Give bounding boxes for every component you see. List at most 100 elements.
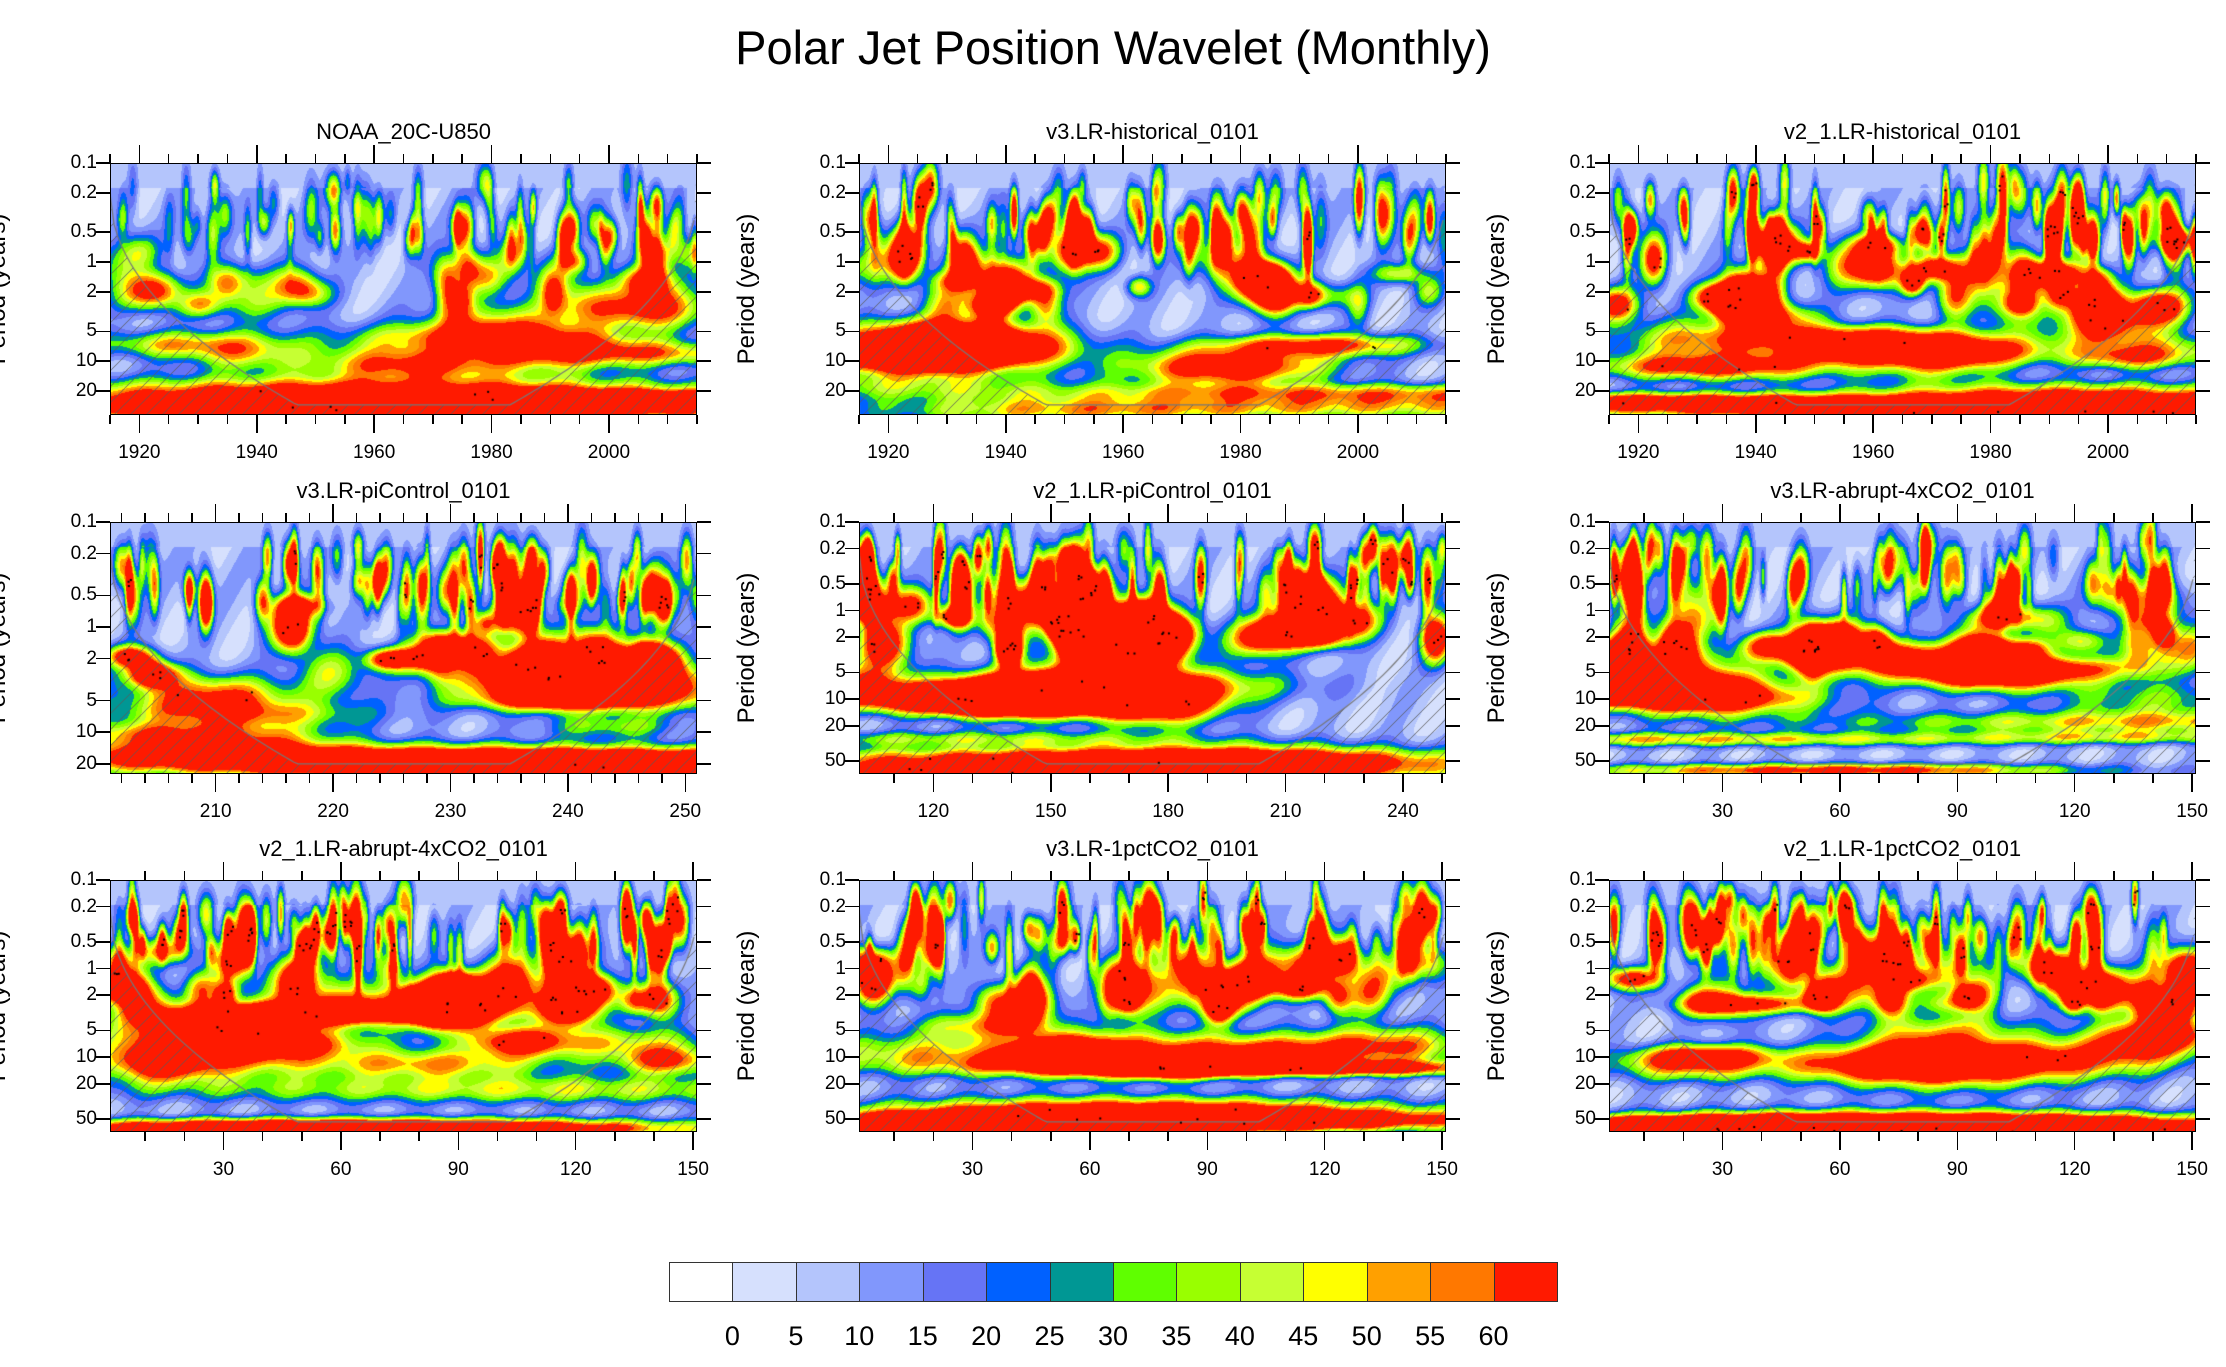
- y-axis-label: Period (years): [733, 572, 760, 724]
- y-tick-right: [697, 552, 711, 555]
- x-tick-label: 240: [552, 801, 584, 822]
- y-tick-left: [96, 763, 110, 765]
- x-tick-top: [1128, 513, 1130, 522]
- y-tick-right: [1446, 231, 1460, 233]
- x-tick-top: [567, 504, 569, 522]
- x-tick-label: 1960: [1852, 442, 1895, 463]
- x-tick-top: [1363, 513, 1365, 522]
- x-tick-bottom: [520, 774, 522, 783]
- x-tick-top: [109, 154, 111, 163]
- y-tick-right: [2196, 671, 2210, 674]
- x-tick-top: [301, 871, 303, 880]
- y-tick-label: 5: [1585, 661, 1596, 683]
- y-tick-right: [2196, 994, 2210, 996]
- x-tick-label: 30: [212, 1159, 235, 1180]
- x-tick-top: [285, 513, 287, 522]
- y-tick-label: 2: [86, 647, 97, 669]
- y-tick-right: [697, 657, 711, 660]
- panel-title: v2_1.LR-abrupt-4xCO2_0101: [259, 836, 548, 861]
- x-tick-bottom: [1151, 415, 1154, 424]
- y-tick-label: 50: [824, 1108, 846, 1130]
- x-tick-bottom: [473, 774, 475, 783]
- x-tick-bottom: [1363, 774, 1365, 783]
- x-tick-top: [2107, 145, 2109, 163]
- x-tick-top: [1917, 871, 1919, 880]
- y-tick-label: 10: [1574, 350, 1596, 372]
- y-tick-right: [697, 360, 711, 362]
- x-tick-top: [1402, 871, 1404, 880]
- y-tick-right: [697, 763, 711, 765]
- y-tick-right: [1446, 967, 1460, 970]
- y-tick-label: 1: [835, 599, 846, 621]
- x-tick-top: [1050, 871, 1052, 880]
- wavelet-panel: v2_1.LR-abrupt-4xCO2_0101 Period (years) 0…: [0, 836, 711, 1180]
- x-tick-bottom: [344, 415, 346, 424]
- y-tick-right: [1446, 1118, 1460, 1120]
- x-tick-top: [1386, 154, 1389, 163]
- wavelet-power-heatmap: [1609, 163, 2196, 415]
- colorbar-swatch: [732, 1262, 797, 1302]
- y-tick-left: [96, 731, 110, 733]
- y-tick-label: 50: [1574, 1108, 1596, 1130]
- x-tick-bottom: [1415, 415, 1418, 424]
- x-tick-bottom: [858, 415, 860, 424]
- x-tick-top: [261, 513, 264, 522]
- x-tick-top: [344, 154, 346, 163]
- y-tick-label: 0.5: [1569, 930, 1596, 952]
- y-tick-left: [845, 192, 859, 194]
- wavelet-power-heatmap: [110, 522, 697, 774]
- x-tick-bottom: [308, 774, 311, 783]
- panel-title: v3.LR-historical_0101: [1046, 119, 1259, 144]
- x-tick-top: [1666, 154, 1669, 163]
- x-tick-top: [340, 862, 342, 880]
- x-tick-top: [1682, 513, 1685, 522]
- x-tick-top: [426, 513, 428, 522]
- x-tick-bottom: [226, 415, 229, 424]
- x-tick-label: 120: [2058, 1159, 2091, 1180]
- y-tick-label: 0.1: [1569, 869, 1596, 890]
- x-tick-bottom: [567, 774, 569, 792]
- y-tick-left: [96, 905, 110, 908]
- y-axis-label: Period (years): [0, 572, 11, 724]
- x-tick-top: [535, 871, 538, 880]
- y-tick-label: 0.2: [1569, 895, 1596, 917]
- y-tick-label: 0.1: [819, 869, 846, 890]
- y-tick-left: [96, 291, 110, 293]
- y-tick-left: [1595, 879, 1609, 881]
- x-tick-bottom: [932, 774, 935, 792]
- x-tick-label: 1940: [984, 442, 1027, 463]
- x-tick-top: [308, 513, 311, 522]
- x-tick-top: [653, 871, 655, 880]
- x-tick-label: 90: [1946, 801, 1968, 822]
- x-tick-bottom: [1245, 774, 1248, 783]
- x-tick-top: [256, 145, 258, 163]
- x-tick-label: 240: [1387, 801, 1419, 822]
- panel-title: v3.LR-abrupt-4xCO2_0101: [1770, 478, 2035, 503]
- y-tick-right: [2196, 760, 2210, 762]
- x-tick-top: [120, 513, 123, 522]
- y-tick-right: [2196, 360, 2210, 362]
- x-tick-top: [637, 513, 640, 522]
- x-tick-bottom: [1050, 1132, 1052, 1141]
- y-tick-left: [1595, 231, 1609, 233]
- x-tick-bottom: [432, 415, 434, 424]
- y-tick-right: [2196, 330, 2210, 333]
- x-tick-bottom: [238, 774, 240, 783]
- x-tick-bottom: [590, 774, 593, 783]
- y-tick-left: [845, 162, 859, 164]
- x-tick-top: [684, 504, 686, 522]
- y-tick-left: [845, 941, 859, 943]
- x-tick-top: [373, 145, 375, 163]
- x-tick-top: [2191, 504, 2193, 522]
- x-tick-top: [1415, 154, 1418, 163]
- x-tick-bottom: [1284, 1132, 1287, 1141]
- x-tick-bottom: [1441, 1132, 1443, 1150]
- x-tick-bottom: [1298, 415, 1300, 424]
- y-tick-right: [697, 1118, 711, 1120]
- y-tick-left: [1595, 905, 1609, 908]
- x-tick-top: [2048, 154, 2050, 163]
- y-tick-left: [845, 698, 859, 700]
- x-tick-top: [2113, 871, 2115, 880]
- y-tick-label: 0.1: [70, 511, 97, 532]
- x-tick-bottom: [2034, 774, 2037, 783]
